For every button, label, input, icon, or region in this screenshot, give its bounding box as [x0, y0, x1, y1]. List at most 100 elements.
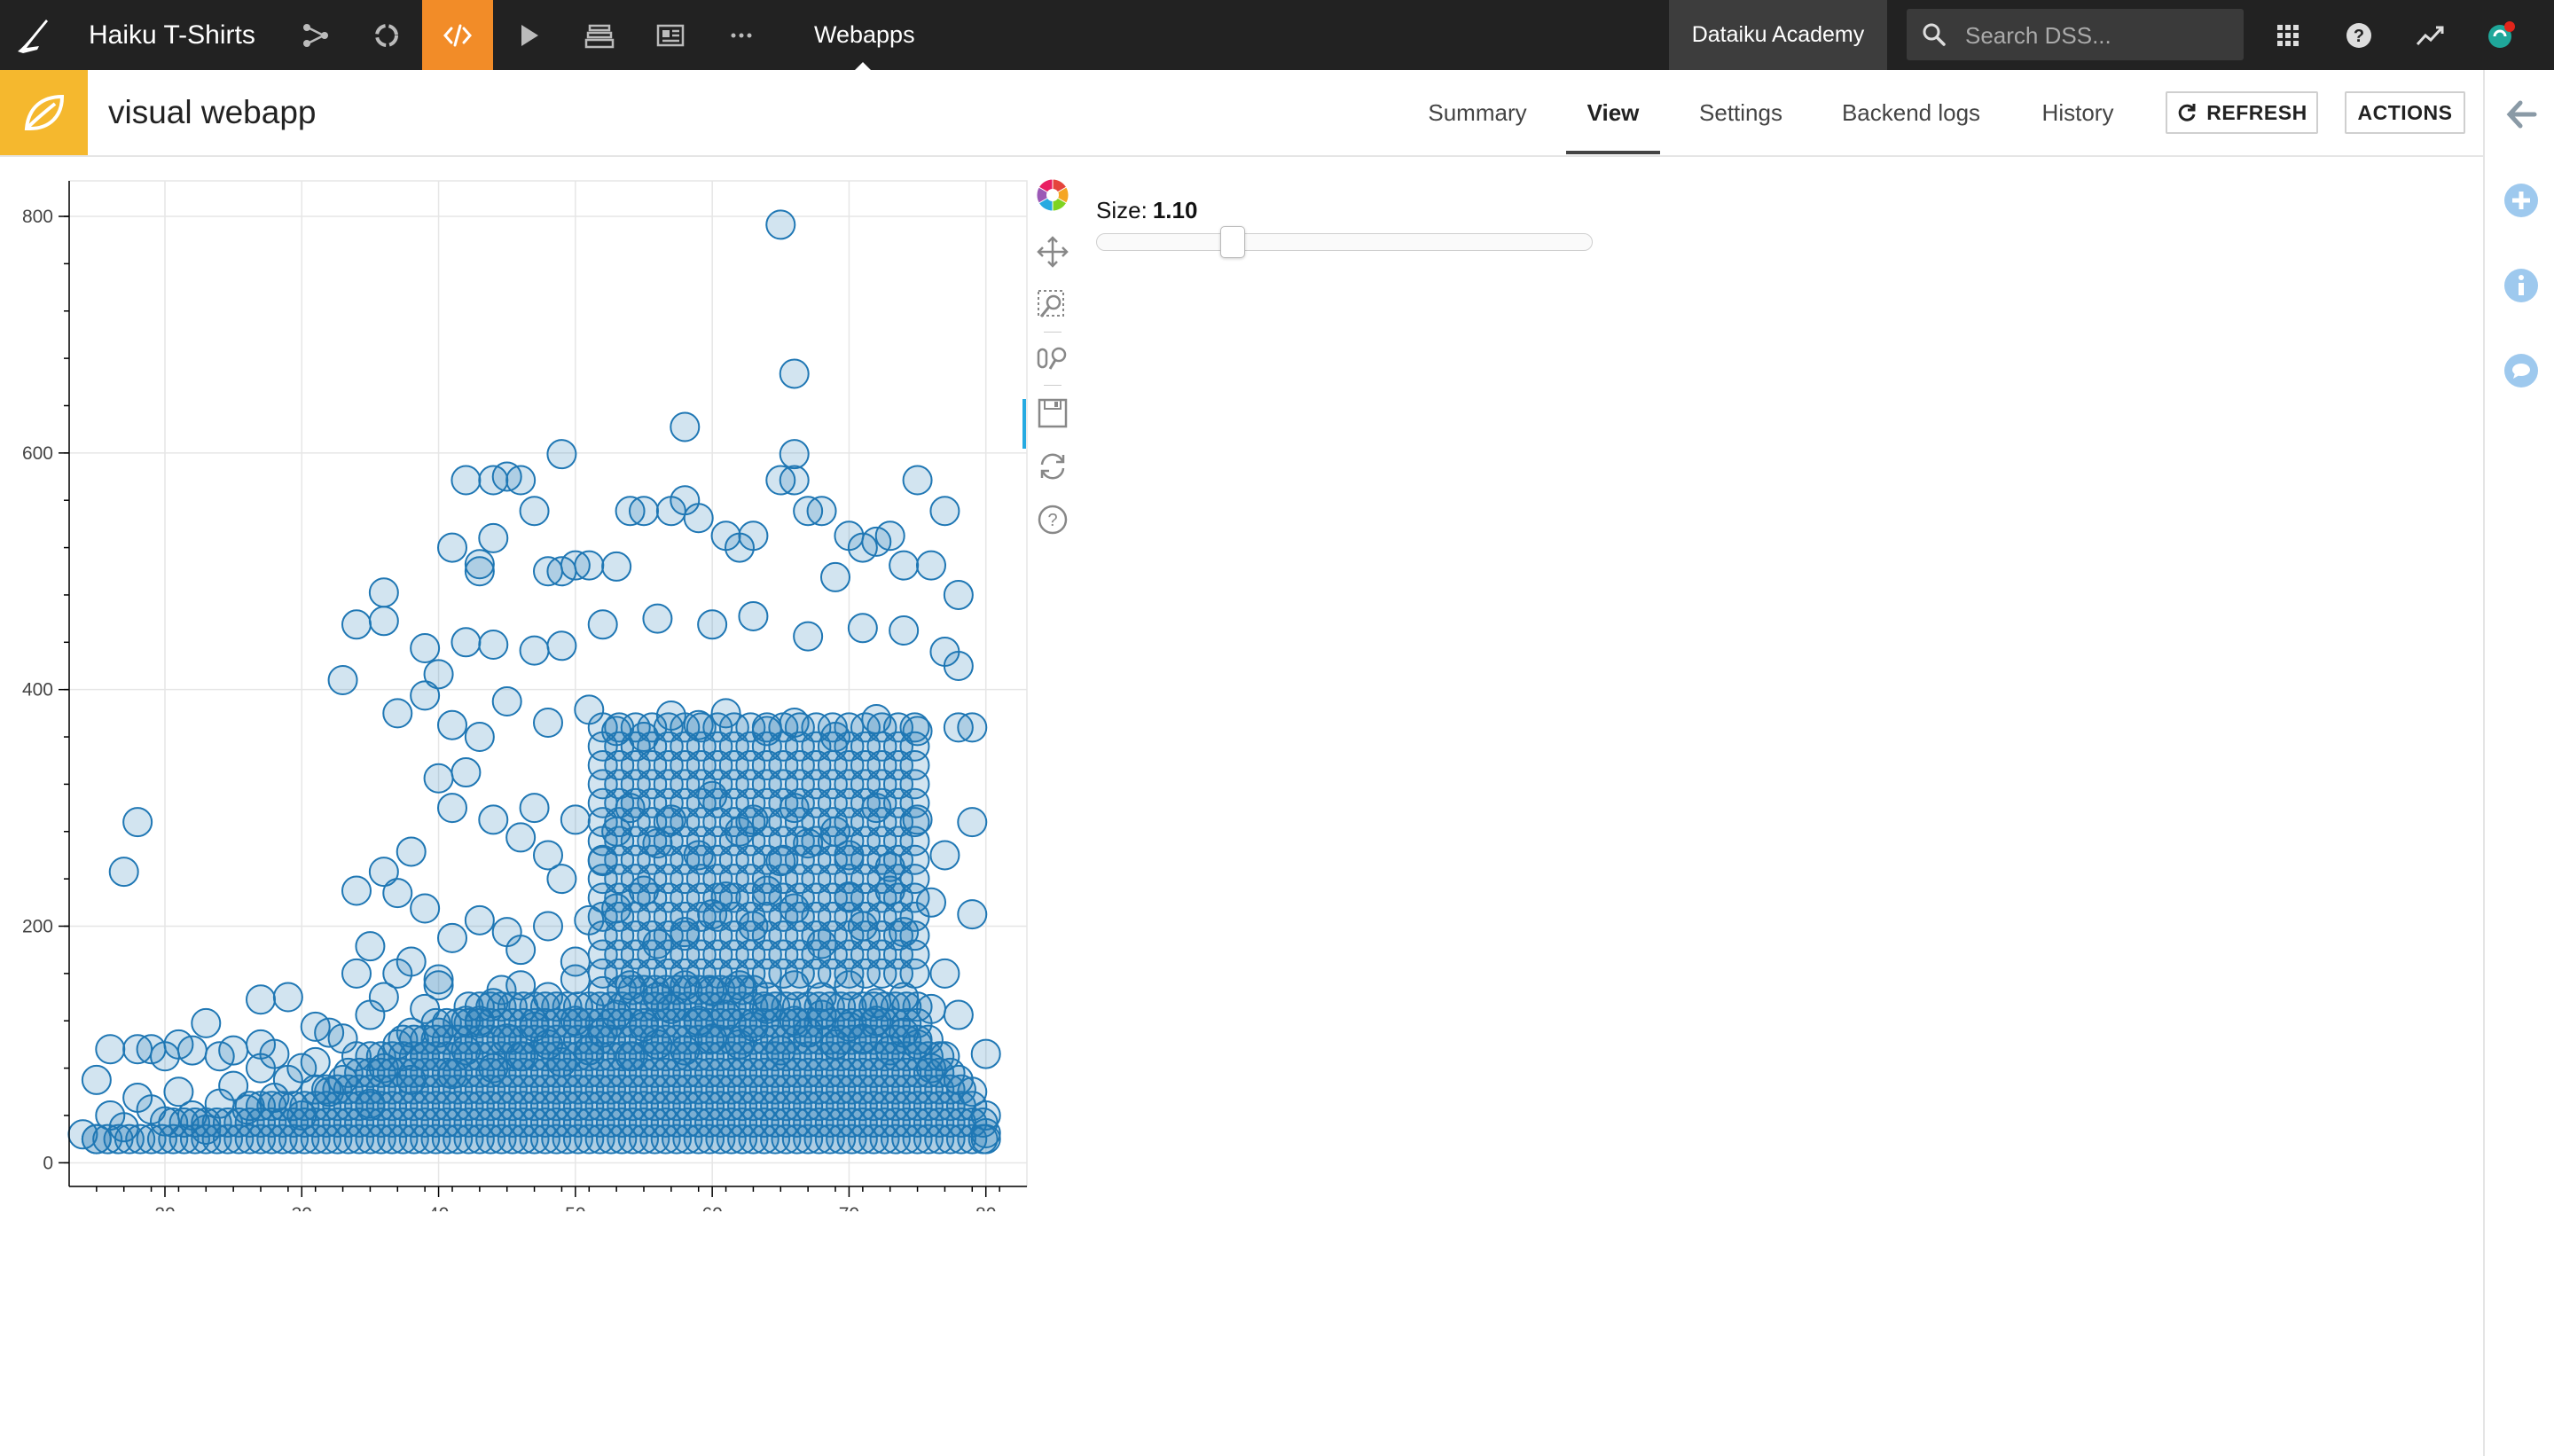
data-point	[453, 1107, 484, 1138]
data-point	[716, 1041, 747, 1072]
help-icon[interactable]: ?	[2323, 0, 2394, 70]
data-point	[234, 1123, 265, 1155]
page-title[interactable]: visual webapp	[108, 94, 317, 130]
data-point	[450, 757, 482, 788]
info-icon[interactable]	[2503, 267, 2540, 304]
data-point	[760, 991, 791, 1022]
save-icon[interactable]	[1035, 395, 1070, 431]
data-point	[803, 1074, 834, 1105]
data-point	[388, 1057, 419, 1088]
help-icon[interactable]: ?	[1035, 502, 1070, 537]
data-point	[694, 991, 725, 1022]
data-point	[475, 1091, 506, 1122]
pan-icon[interactable]	[1035, 234, 1070, 270]
data-point	[943, 999, 974, 1030]
reset-icon[interactable]	[1035, 449, 1070, 484]
tab-backend-logs[interactable]: Backend logs	[1841, 99, 1981, 126]
data-point	[322, 1123, 353, 1155]
data-point	[760, 1123, 791, 1155]
flow-icon[interactable]	[280, 0, 351, 70]
recycle-icon[interactable]	[351, 0, 422, 70]
search-box[interactable]	[1907, 9, 2244, 62]
user-avatar-icon[interactable]	[2465, 0, 2536, 70]
data-point	[388, 1024, 419, 1055]
scatter-plot[interactable]: 0 200 400 600 800 20 30 40 50 60 70 80	[0, 174, 1100, 1211]
data-point	[935, 1123, 966, 1155]
data-point	[891, 1074, 922, 1105]
data-point	[880, 1007, 911, 1038]
data-point	[497, 1091, 528, 1122]
discussion-icon[interactable]	[2503, 352, 2540, 389]
data-point	[629, 1007, 659, 1038]
tab-summary[interactable]: Summary	[1428, 99, 1527, 126]
collapse-arrow-icon[interactable]	[2503, 96, 2540, 133]
section-caret	[855, 62, 871, 70]
dashboard-icon[interactable]	[635, 0, 706, 70]
data-point	[913, 1057, 944, 1088]
data-point	[710, 881, 741, 912]
data-point	[289, 1107, 320, 1138]
size-slider-track[interactable]	[1096, 233, 1593, 251]
data-point	[365, 1057, 396, 1088]
actions-button[interactable]: ACTIONS	[2345, 91, 2465, 134]
data-point	[814, 1123, 845, 1155]
box-zoom-icon[interactable]	[1035, 287, 1070, 323]
data-point	[218, 1070, 249, 1101]
more-icon[interactable]	[706, 0, 777, 70]
data-point	[311, 1091, 342, 1122]
play-icon[interactable]	[493, 0, 564, 70]
data-point	[779, 439, 810, 470]
section-title[interactable]: Webapps	[814, 21, 915, 48]
data-point	[957, 899, 988, 930]
tab-history[interactable]: History	[2041, 99, 2114, 126]
data-point	[716, 991, 747, 1022]
size-slider-handle[interactable]	[1220, 226, 1245, 258]
tab-settings[interactable]: Settings	[1699, 99, 1782, 126]
x-tick-label: 80	[975, 1204, 996, 1211]
data-point	[935, 1091, 966, 1122]
wheel-zoom-icon[interactable]	[1035, 342, 1070, 378]
data-point	[738, 1123, 769, 1155]
data-point	[533, 840, 563, 871]
data-point	[629, 1091, 659, 1122]
add-icon[interactable]	[2503, 182, 2540, 219]
data-point	[847, 1057, 878, 1088]
data-point	[814, 1074, 845, 1105]
data-point	[562, 1074, 593, 1105]
instance-badge[interactable]: Dataiku Academy	[1669, 0, 1887, 70]
data-point	[748, 1107, 780, 1138]
data-point	[368, 577, 399, 608]
data-point	[670, 411, 701, 442]
data-point	[607, 1041, 638, 1072]
refresh-button[interactable]: REFRESH	[2166, 91, 2318, 134]
search-input[interactable]	[1963, 9, 2233, 62]
data-point	[803, 1091, 834, 1122]
data-point	[136, 1123, 167, 1155]
code-icon[interactable]	[422, 0, 493, 70]
data-point	[289, 1123, 320, 1155]
data-point	[902, 1123, 933, 1155]
deploy-icon[interactable]	[564, 0, 635, 70]
data-point	[617, 1057, 648, 1088]
data-point	[891, 1091, 922, 1122]
data-point	[92, 1123, 123, 1155]
apps-grid-icon[interactable]	[2252, 0, 2323, 70]
scatter-chart-svg[interactable]: 0 200 400 600 800 20 30 40 50 60 70 80	[0, 174, 1100, 1211]
data-point	[814, 1057, 845, 1088]
data-point	[552, 1007, 583, 1038]
data-point	[475, 1107, 506, 1138]
data-point	[519, 1107, 550, 1138]
dataiku-logo-icon[interactable]	[12, 12, 59, 59]
data-point	[913, 1123, 944, 1155]
data-point	[398, 1091, 429, 1122]
data-point	[365, 1091, 396, 1122]
activity-icon[interactable]	[2394, 0, 2465, 70]
data-point	[341, 958, 372, 989]
data-point	[464, 549, 495, 580]
data-point	[450, 465, 482, 496]
bokeh-logo-icon[interactable]	[1035, 177, 1070, 213]
project-name[interactable]: Haiku T-Shirts	[89, 20, 255, 50]
tab-view[interactable]: View	[1586, 99, 1640, 126]
data-point	[443, 1007, 474, 1038]
data-point	[223, 1123, 255, 1155]
